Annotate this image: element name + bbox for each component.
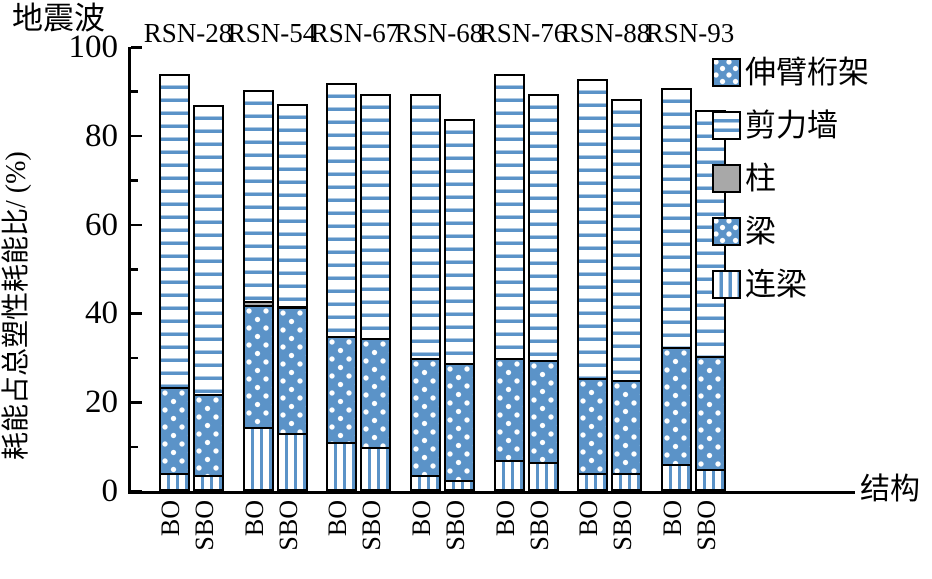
bar-rsn-76-sbo [527,94,559,491]
y-axis-tick-10 [131,445,138,449]
bar-rsn-93-bo [660,87,692,491]
y-axis-tick-40 [131,312,142,315]
y-axis-tick-70 [131,179,138,182]
segment-coupling-beam [660,464,692,491]
segment-coupling-beam [694,468,726,491]
bar-rsn-67-sbo [359,94,391,491]
y-tick-label-100: 100 [68,29,119,65]
legend-swatch-beam [712,217,741,246]
segment-shear-wall [527,94,559,363]
segment-shear-wall [493,74,525,361]
segment-beam [576,378,608,476]
legend: 伸臂桁架剪力墙柱梁连梁 [712,56,869,321]
segment-beam [192,393,224,478]
segment-shear-wall [576,78,608,381]
legend-swatch-outrigger-truss [712,58,741,87]
segment-shear-wall [242,90,274,304]
segment-beam [443,362,475,483]
y-axis-tick-80 [131,134,142,138]
group-label-rsn-54: RSN-54 [227,18,317,48]
segment-shear-wall [660,87,692,350]
bar-rsn-28-bo [158,74,190,491]
segment-shear-wall [158,74,190,390]
segment-shear-wall [325,83,357,339]
segment-shear-wall [192,105,224,397]
segment-coupling-beam [610,473,642,491]
y-axis-tick-50 [131,268,138,271]
group-label-rsn-93: RSN-93 [645,18,735,48]
legend-label-shear-wall: 剪力墙 [745,108,838,143]
segment-coupling-beam [359,446,391,491]
bar-rsn-68-sbo [443,118,475,491]
segment-coupling-beam [325,442,357,491]
segment-coupling-beam [158,473,190,491]
y-tick-label-0: 0 [101,473,119,509]
y-tick-label-20: 20 [85,384,118,421]
segment-coupling-beam [192,475,224,491]
segment-coupling-beam [242,426,274,491]
group-label-rsn-68: RSN-68 [394,18,484,48]
segment-shear-wall [276,103,308,309]
bar-rsn-54-bo [242,90,274,491]
group-label-rsn-88: RSN-88 [561,18,651,48]
legend-swatch-coupling-beam [712,270,741,299]
y-axis-tick-90 [131,90,138,93]
segment-shear-wall [443,118,475,366]
legend-entry-beam: 梁 [712,215,869,248]
segment-shear-wall [610,98,642,383]
bar-rsn-54-sbo [276,103,308,491]
y-tick-label-40: 40 [85,295,118,332]
segment-beam [527,360,559,465]
segment-beam [694,355,726,472]
bar-rsn-88-sbo [610,98,642,491]
legend-label-beam: 梁 [745,214,776,249]
x-axis-title: 结构 [860,473,920,506]
top-left-axis-label: 地震波 [12,1,105,36]
group-label-rsn-76: RSN-76 [478,18,568,48]
bar-rsn-76-bo [493,74,525,491]
y-axis-tick-60 [131,223,142,227]
segment-beam [493,358,525,463]
segment-coupling-beam [409,475,441,491]
legend-swatch-shear-wall [712,111,741,140]
segment-coupling-beam [527,462,559,491]
legend-entry-column: 柱 [712,162,869,195]
segment-coupling-beam [276,433,308,491]
y-tick-label-60: 60 [85,206,118,243]
segment-beam [660,347,692,467]
y-axis-tick-0 [131,490,142,493]
y-axis-tick-20 [131,401,142,404]
segment-beam [359,338,391,450]
y-tick-label-80: 80 [85,117,118,154]
legend-entry-shear-wall: 剪力墙 [712,109,869,142]
segment-coupling-beam [576,473,608,491]
segment-beam [276,307,308,436]
bar-rsn-67-bo [325,83,357,491]
y-axis-tick-100 [131,46,142,49]
legend-label-outrigger-truss: 伸臂桁架 [745,55,869,90]
group-label-rsn-28: RSN-28 [143,18,233,48]
plot-area [128,46,855,494]
legend-label-column: 柱 [745,161,776,196]
bar-rsn-88-bo [576,78,608,491]
segment-beam [158,386,190,476]
legend-entry-outrigger-truss: 伸臂桁架 [712,56,869,89]
segment-beam [610,380,642,476]
bar-rsn-68-bo [409,94,441,491]
segment-shear-wall [359,94,391,341]
legend-swatch-column [712,164,741,193]
group-label-rsn-67: RSN-67 [310,18,400,48]
segment-coupling-beam [493,459,525,491]
legend-entry-coupling-beam: 连梁 [712,268,869,301]
legend-label-coupling-beam: 连梁 [745,267,807,302]
bar-rsn-28-sbo [192,105,224,491]
segment-beam [325,335,357,445]
y-axis-tick-30 [131,356,138,360]
segment-coupling-beam [443,479,475,491]
segment-beam [242,304,274,430]
segment-beam [409,358,441,478]
segment-shear-wall [409,94,441,361]
